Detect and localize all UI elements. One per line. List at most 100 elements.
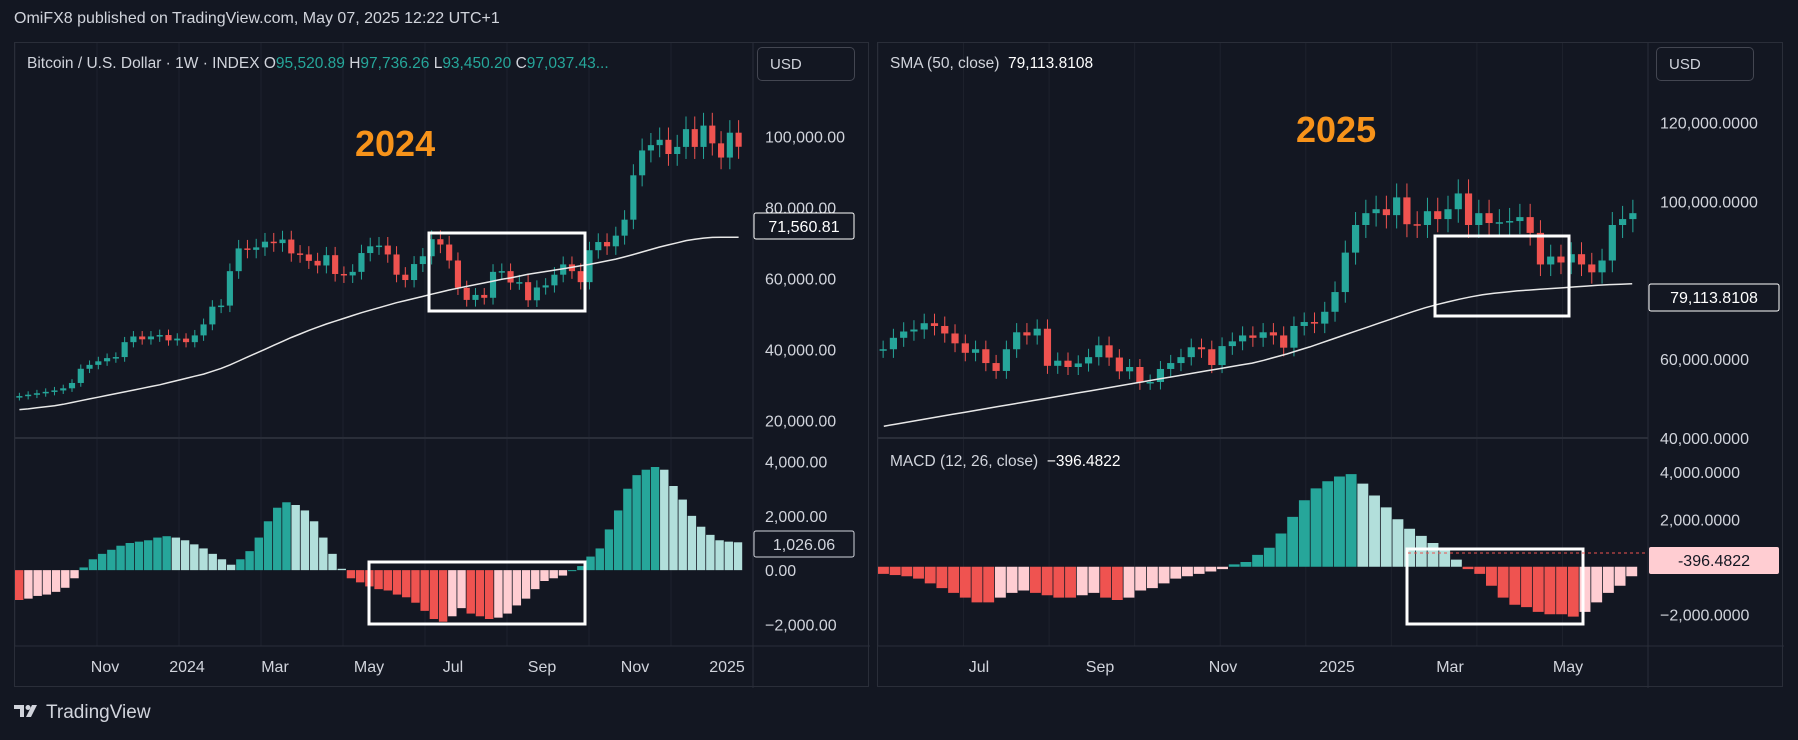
- macd-bar: [337, 568, 346, 571]
- macd-bar: [1439, 550, 1451, 567]
- candle-body: [1619, 219, 1627, 225]
- macd-value: −396.4822: [1046, 453, 1121, 470]
- macd-bar: [1334, 476, 1345, 567]
- macd-bar: [402, 570, 411, 598]
- macd-legend: MACD (12, 26, close) −396.4822: [890, 453, 1121, 471]
- candle-body: [428, 239, 435, 257]
- macd-bar: [1521, 566, 1532, 608]
- macd-bar: [521, 570, 531, 599]
- candle-body: [1588, 264, 1596, 273]
- chart-panel-2025[interactable]: 120,000.0000 100,000.0000 60,000.0000 40,00…: [877, 42, 1784, 688]
- candle-body: [726, 132, 733, 158]
- candle-body: [33, 393, 40, 395]
- chart-canvas-2024[interactable]: 100,000.0080,000.0060,000.0040,000.0020,…: [15, 43, 870, 688]
- time-tick-label: Nov: [621, 659, 649, 676]
- macd-tick-label: 0.00: [765, 563, 796, 580]
- candle-body: [1495, 222, 1503, 224]
- candle-body: [1423, 211, 1432, 225]
- currency-button[interactable]: USD: [1656, 47, 1754, 81]
- macd-bar: [1474, 566, 1486, 574]
- candle-body: [971, 349, 980, 353]
- time-tick-label: May: [1553, 659, 1583, 676]
- macd-bar: [1556, 566, 1568, 615]
- macd-bar: [706, 534, 715, 571]
- footer-brand: TradingView: [14, 702, 151, 724]
- macd-bar: [1193, 566, 1205, 574]
- candle-body: [481, 294, 488, 298]
- macd-bar: [79, 567, 88, 571]
- candle-body: [42, 391, 49, 394]
- highlight-box-macd: [1405, 547, 1585, 626]
- candle-body: [1156, 368, 1165, 382]
- brand-name: TradingView: [46, 702, 151, 723]
- candle-body: [709, 125, 716, 144]
- candle-body: [1280, 335, 1288, 348]
- time-tick-label: Nov: [91, 659, 119, 676]
- macd-bar: [254, 537, 264, 571]
- candle-body: [674, 146, 681, 154]
- close-label: C: [515, 55, 527, 72]
- macd-bar: [669, 486, 678, 571]
- candle-body: [261, 241, 269, 248]
- macd-bar: [282, 502, 291, 571]
- macd-bar: [319, 537, 328, 571]
- macd-bar: [226, 564, 236, 571]
- macd-bar: [1602, 566, 1614, 593]
- macd-bar: [61, 570, 70, 588]
- macd-bar: [1509, 566, 1521, 605]
- macd-bar: [1357, 483, 1369, 567]
- chart-canvas-2025[interactable]: 120,000.0000 100,000.0000 60,000.0000 40,00…: [878, 43, 1784, 688]
- candle-body: [1095, 345, 1103, 358]
- candle-body: [542, 285, 549, 288]
- candle-body: [586, 250, 593, 283]
- candle-body: [191, 335, 198, 343]
- candle-body: [340, 273, 347, 276]
- candle-body: [244, 248, 251, 250]
- macd-bar: [1076, 566, 1088, 596]
- candle-body: [1239, 335, 1247, 342]
- candle-body: [951, 333, 959, 344]
- macd-bar: [457, 570, 466, 609]
- macd-bar: [1497, 566, 1509, 598]
- candle-body: [639, 150, 646, 176]
- candle-body: [1208, 349, 1216, 366]
- macd-badge: -396.4822: [1678, 553, 1750, 570]
- time-tick-label: 2025: [709, 659, 745, 676]
- candle-body: [1115, 357, 1123, 372]
- candle-body: [1464, 193, 1473, 225]
- open-label: O: [263, 55, 276, 72]
- currency-button[interactable]: USD: [757, 47, 855, 81]
- candle-body: [516, 282, 523, 284]
- macd-bar: [1146, 566, 1158, 589]
- sma-badge: 71,560.81: [768, 219, 839, 236]
- candle-body: [603, 242, 611, 247]
- candle-body: [1547, 256, 1555, 265]
- macd-bar: [1287, 516, 1299, 567]
- candle-body: [982, 349, 990, 364]
- macd-bar: [623, 488, 632, 571]
- macd-tick-label: 2,000.00: [765, 509, 827, 526]
- candle-body: [1485, 213, 1493, 224]
- candle-body: [1126, 367, 1134, 372]
- macd-bar: [687, 515, 697, 571]
- candle-body: [200, 324, 207, 336]
- macd-bar: [696, 526, 706, 571]
- candle-body: [1608, 225, 1616, 261]
- high-label: H: [349, 55, 361, 72]
- candle-body: [665, 139, 672, 154]
- candle-body: [1413, 224, 1421, 226]
- chart-panel-2024[interactable]: 100,000.00 80,000.00 60,000.00 40,000.00 20,…: [14, 42, 870, 688]
- macd-bar: [245, 551, 254, 571]
- macd-bar: [236, 559, 245, 571]
- candle-body: [1577, 254, 1586, 265]
- candle-body: [930, 323, 939, 326]
- macd-bar: [660, 469, 669, 571]
- macd-bar: [300, 510, 310, 571]
- candle-body: [1444, 209, 1452, 220]
- candle-body: [647, 145, 654, 151]
- candle-body: [419, 256, 426, 265]
- macd-bar: [567, 570, 577, 572]
- candle-body: [402, 274, 409, 281]
- candle-body: [349, 271, 356, 276]
- low-label: L: [433, 55, 443, 72]
